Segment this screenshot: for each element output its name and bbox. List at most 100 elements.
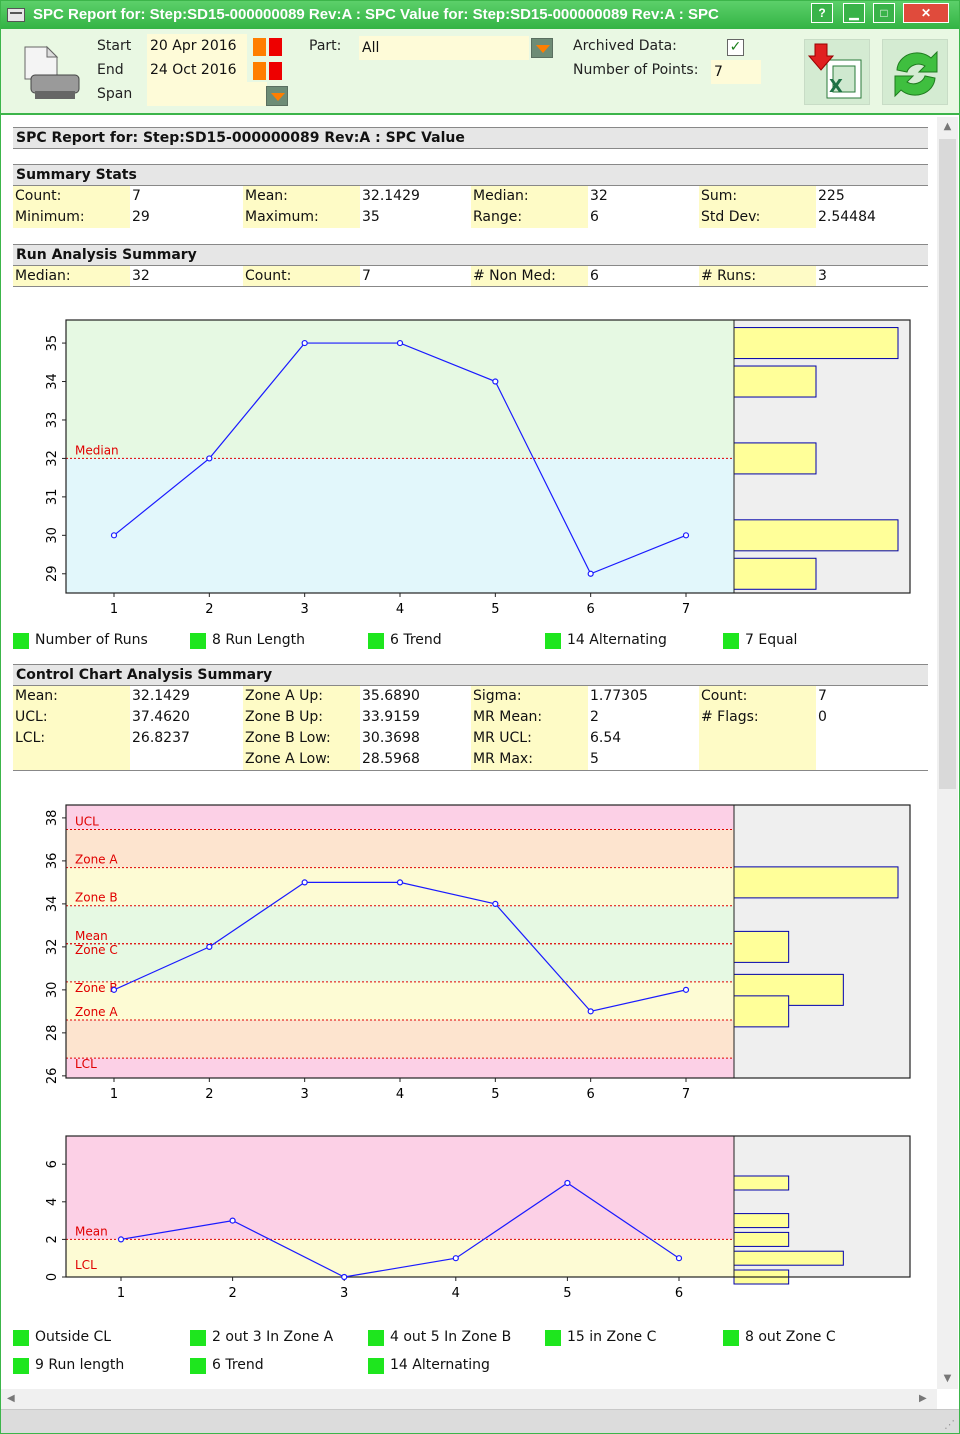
rule-label: 8 out Zone C bbox=[745, 1329, 836, 1345]
close-button[interactable]: ✕ bbox=[903, 3, 949, 23]
control-label: LCL: bbox=[13, 728, 130, 749]
archived-label: Archived Data: bbox=[573, 38, 677, 54]
help-button[interactable]: ? bbox=[811, 3, 833, 23]
histogram-bar bbox=[733, 930, 790, 963]
y-tick-label: 34 bbox=[45, 373, 60, 390]
start-prev-button[interactable] bbox=[253, 38, 266, 56]
scroll-down-icon[interactable]: ▼ bbox=[943, 1373, 952, 1384]
histogram-bar bbox=[733, 1175, 790, 1191]
stat-value: 35 bbox=[362, 209, 380, 225]
window-title: SPC Report for: Step:SD15-000000089 Rev:… bbox=[33, 6, 719, 23]
horizontal-scrollbar[interactable]: ◀ ▶ bbox=[1, 1389, 937, 1409]
vertical-scrollbar[interactable]: ▲ ▼ bbox=[937, 117, 958, 1389]
data-point bbox=[587, 570, 594, 577]
scroll-right-icon[interactable]: ▶ bbox=[919, 1393, 927, 1404]
control-label: # Flags: bbox=[699, 707, 816, 728]
data-point bbox=[110, 986, 118, 993]
control-label: Zone B Low: bbox=[243, 728, 360, 749]
limit-label: Zone A bbox=[75, 1005, 118, 1019]
rule-label: 6 Trend bbox=[390, 632, 442, 648]
minimize-button[interactable]: ▁ bbox=[843, 3, 865, 23]
refresh-button[interactable] bbox=[882, 39, 948, 105]
data-point bbox=[229, 1217, 236, 1224]
control-value: 0 bbox=[818, 709, 827, 725]
run-label: # Runs: bbox=[699, 266, 816, 287]
control-label: Zone A Low: bbox=[243, 749, 360, 770]
resize-grip-icon[interactable]: ⋰ bbox=[944, 1418, 955, 1431]
x-tick-label: 6 bbox=[587, 1087, 595, 1102]
control-label: Count: bbox=[699, 686, 816, 707]
y-tick-label: 4 bbox=[45, 1198, 60, 1206]
rule-status-indicator bbox=[368, 1330, 384, 1346]
stat-label: Minimum: bbox=[13, 207, 130, 228]
rule-status-indicator bbox=[13, 1358, 29, 1374]
control-value: 35.6890 bbox=[362, 688, 420, 704]
start-next-button[interactable] bbox=[269, 38, 282, 56]
export-excel-button[interactable]: X bbox=[804, 39, 870, 105]
rule-label: 2 out 3 In Zone A bbox=[212, 1329, 334, 1345]
y-tick-label: 29 bbox=[45, 566, 60, 583]
run-label: Count: bbox=[243, 266, 360, 287]
archived-checkbox[interactable]: ✓ bbox=[727, 39, 744, 56]
x-tick-label: 5 bbox=[563, 1286, 571, 1301]
x-tick-label: 7 bbox=[682, 602, 690, 617]
limit-label: Zone B bbox=[75, 891, 118, 905]
part-dropdown-button[interactable] bbox=[531, 38, 553, 58]
maximize-button[interactable]: □ bbox=[873, 3, 895, 23]
limit-label: Zone C bbox=[75, 943, 118, 957]
span-dropdown-button[interactable] bbox=[266, 86, 288, 106]
scroll-left-icon[interactable]: ◀ bbox=[7, 1393, 15, 1404]
limit-label: Mean bbox=[75, 929, 108, 943]
data-point bbox=[492, 900, 499, 907]
histogram-bar bbox=[733, 866, 899, 899]
data-point bbox=[564, 1179, 571, 1187]
data-point bbox=[675, 1255, 683, 1262]
control-label: MR Max: bbox=[471, 749, 588, 770]
end-date-field[interactable]: 24 Oct 2016 bbox=[147, 58, 247, 82]
title-bar[interactable]: SPC Report for: Step:SD15-000000089 Rev:… bbox=[1, 1, 959, 29]
y-tick-label: 26 bbox=[45, 1068, 60, 1085]
y-tick-label: 2 bbox=[45, 1235, 60, 1243]
data-point bbox=[206, 943, 213, 950]
rule-status-indicator bbox=[190, 1330, 206, 1346]
moving-range-chart: Mean LCL 0 2 4 6 1 2 3 4 5 6 bbox=[45, 1135, 911, 1301]
start-date-field[interactable]: 20 Apr 2016 bbox=[147, 34, 247, 58]
control-label: Sigma: bbox=[471, 686, 588, 707]
report-title: SPC Report for: Step:SD15-000000089 Rev:… bbox=[13, 127, 928, 149]
scrollbar-thumb[interactable] bbox=[939, 139, 956, 789]
rule-label: 7 Equal bbox=[745, 632, 798, 648]
histogram-bar bbox=[733, 557, 817, 590]
rule-label: 8 Run Length bbox=[212, 632, 305, 648]
scroll-up-icon[interactable]: ▲ bbox=[943, 121, 952, 132]
part-select[interactable]: All bbox=[359, 36, 529, 60]
span-field[interactable] bbox=[147, 82, 267, 106]
rule-status-indicator bbox=[190, 1358, 206, 1374]
run-analysis-header: Run Analysis Summary bbox=[13, 244, 928, 266]
rule-label: 6 Trend bbox=[212, 1357, 264, 1373]
stat-value: 2.54484 bbox=[818, 209, 876, 225]
control-value: 2 bbox=[590, 709, 599, 725]
points-field[interactable]: 7 bbox=[711, 60, 761, 84]
rule-label: Outside CL bbox=[35, 1329, 112, 1345]
y-tick-label: 35 bbox=[45, 335, 60, 352]
divider bbox=[13, 286, 928, 287]
end-prev-button[interactable] bbox=[253, 62, 266, 80]
rule-status-indicator bbox=[13, 633, 29, 649]
control-value: 5 bbox=[590, 751, 599, 767]
print-button[interactable] bbox=[17, 39, 83, 105]
run-value: 6 bbox=[590, 268, 599, 284]
end-next-button[interactable] bbox=[269, 62, 282, 80]
zone-band bbox=[66, 829, 734, 868]
y-tick-label: 31 bbox=[45, 489, 60, 506]
stat-value: 29 bbox=[132, 209, 150, 225]
y-tick-label: 36 bbox=[45, 853, 60, 870]
rule-label: Number of Runs bbox=[35, 632, 148, 648]
plot-frame bbox=[65, 319, 911, 594]
data-point bbox=[492, 378, 499, 385]
control-value: 30.3698 bbox=[362, 730, 420, 746]
limit-label: Zone A bbox=[75, 853, 118, 867]
rule-label: 14 Alternating bbox=[567, 632, 667, 648]
data-point bbox=[682, 532, 690, 539]
